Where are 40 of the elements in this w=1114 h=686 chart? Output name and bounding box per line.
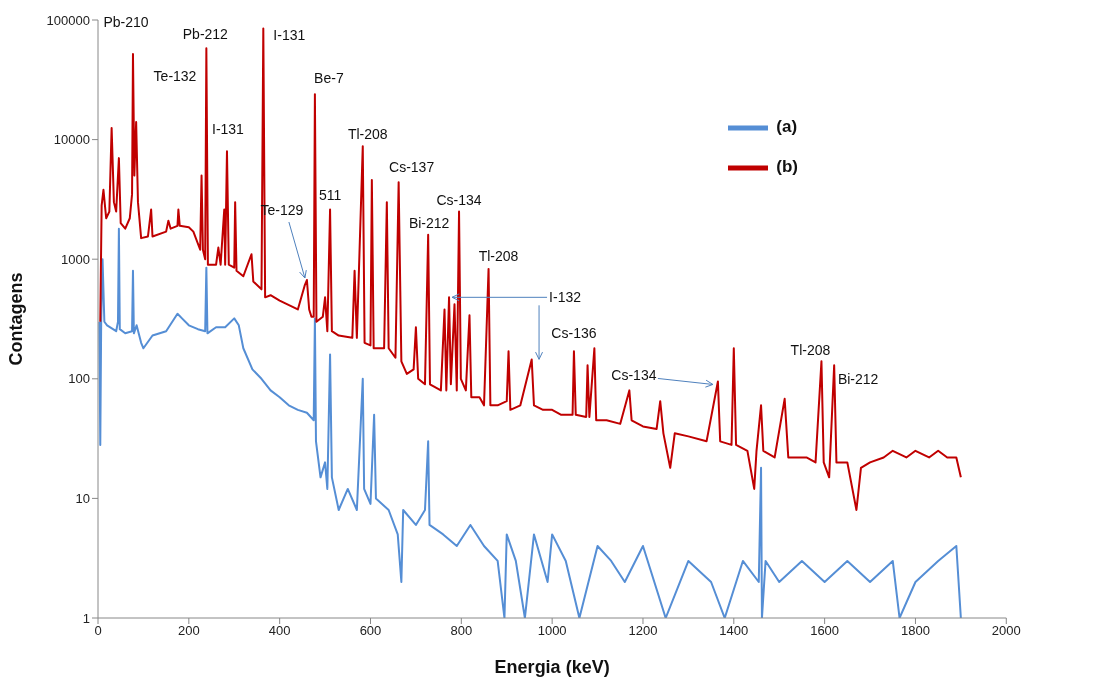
annotation: Bi-212 (408, 214, 450, 231)
annotation: Pb-210 (103, 14, 149, 30)
y-tick-label: 10000 (53, 132, 90, 148)
y-tick-label: 100000 (46, 12, 90, 28)
y-tick-label: 1 (82, 610, 90, 626)
x-tick-label: 1000 (537, 623, 567, 639)
line-series (98, 227, 962, 618)
annotation: I-131 (273, 27, 306, 44)
annotation: Cs-137 (389, 159, 435, 176)
annotation: Pb-212 (182, 26, 229, 43)
annotation: Cs-134 (436, 191, 482, 208)
annotation: Cs-136 (551, 325, 597, 342)
annotation: I-131 (212, 121, 245, 138)
annotation: Te-132 (153, 68, 197, 84)
annotation: 511 (318, 186, 342, 203)
x-tick-label: 1800 (900, 623, 930, 639)
legend-label: (a) (776, 117, 798, 137)
x-tick-label: 1400 (719, 623, 749, 639)
x-tick-label: 2000 (991, 623, 1021, 639)
line-series (99, 27, 962, 511)
annotation: Bi-212 (837, 371, 879, 388)
y-tick-label: 100 (68, 371, 90, 387)
x-tick-label: 400 (268, 623, 291, 639)
annotation: Tl-208 (347, 126, 388, 143)
x-tick-label: 200 (177, 623, 200, 639)
annotation: I-132 (549, 289, 582, 306)
annotation: Tl-208 (790, 342, 831, 359)
annotation: Tl-208 (478, 247, 519, 264)
x-axis-title: Energia (keV) (494, 657, 610, 677)
y-tick-label: 1000 (61, 251, 90, 267)
x-tick-label: 600 (359, 623, 382, 639)
annotation: Cs-134 (611, 367, 657, 384)
y-tick-label: 10 (75, 491, 90, 507)
x-tick-label: 1600 (810, 623, 840, 639)
x-tick-label: 800 (450, 623, 473, 639)
x-tick-label: 0 (94, 623, 102, 639)
legend-label: (b) (776, 157, 798, 177)
x-tick-label: 1200 (628, 623, 658, 639)
annotation: Be-7 (314, 70, 344, 87)
y-axis-title: Contagens (6, 272, 27, 366)
